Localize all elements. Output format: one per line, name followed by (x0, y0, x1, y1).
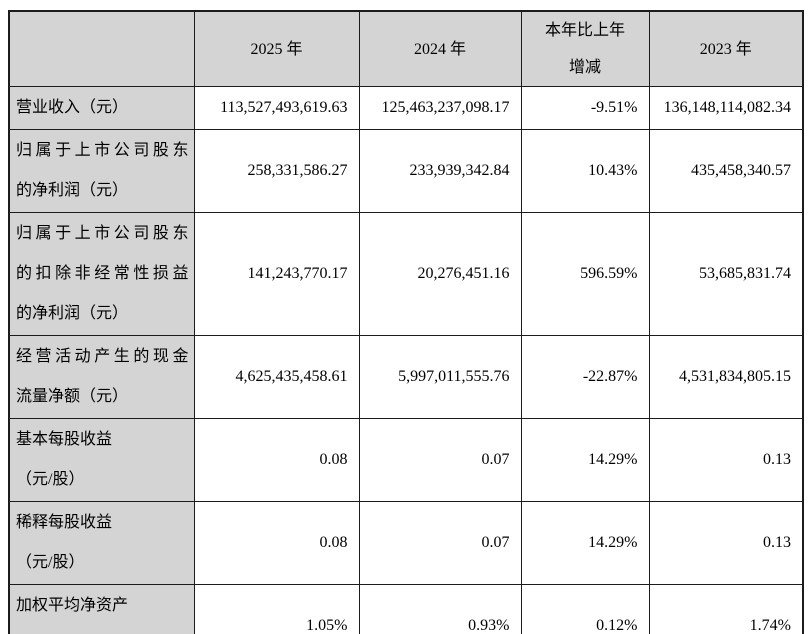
table-row: 稀释每股收益 （元/股） 0.08 0.07 14.29% 0.13 (8, 501, 804, 585)
value-cell: 5,997,011,555.76 (358, 335, 522, 419)
value-cell: 1.74% (648, 584, 804, 634)
row-label: 归属于上市公司股东 的净利润（元） (8, 129, 195, 213)
table-row: 经营活动产生的现金 流量净额（元） 4,625,435,458.61 5,997,01… (8, 335, 804, 419)
value-cell: 435,458,340.57 (648, 129, 804, 213)
value-cell: 1.05% (193, 584, 360, 634)
value-cell: 4,625,435,458.61 (193, 335, 360, 419)
value-cell: 4,531,834,805.15 (648, 335, 804, 419)
value-cell: 14.29% (520, 501, 650, 585)
row-label: 稀释每股收益 （元/股） (8, 501, 195, 585)
row-label: 营业收入（元） (8, 86, 195, 130)
value-cell: 10.43% (520, 129, 650, 213)
row-label: 经营活动产生的现金 流量净额（元） (8, 335, 195, 419)
column-header-year-2023: 2023 年 (648, 10, 804, 87)
value-cell: 596.59% (520, 212, 650, 336)
header-row: 2025 年 2024 年本年比上年 增减 2023 年 (8, 10, 804, 87)
value-cell: 14.29% (520, 418, 650, 502)
column-header-year-2025: 2025 年 (193, 10, 360, 87)
value-cell: 0.08 (193, 418, 360, 502)
table-body: 营业收入（元） 113,527,493,619.63 125,463,237,098… (8, 86, 804, 634)
table-row: 归属于上市公司股东 的扣除非经常性损益 的净利润（元） 141,243,770.17 2… (8, 212, 804, 336)
value-cell: 53,685,831.74 (648, 212, 804, 336)
corner-cell (8, 10, 195, 87)
value-cell: 0.13 (648, 418, 804, 502)
table-row: 基本每股收益 （元/股） 0.08 0.07 14.29% 0.13 (8, 418, 804, 502)
value-cell: 0.12% (520, 584, 650, 634)
table-header: 2025 年 2024 年本年比上年 增减 2023 年 (8, 10, 804, 87)
value-cell: 0.08 (193, 501, 360, 585)
row-label: 加权平均净资产收益率 (8, 584, 195, 634)
column-header-yoy-change: 本年比上年 增减 (520, 10, 650, 87)
table-row: 加权平均净资产收益率1.05%0.93%0.12%1.74% (8, 584, 804, 634)
value-cell: -9.51% (520, 86, 650, 130)
column-header-year-2024: 2024 年 (358, 10, 522, 87)
table-row: 营业收入（元） 113,527,493,619.63 125,463,237,098… (8, 86, 804, 130)
value-cell: 0.13 (648, 501, 804, 585)
value-cell: 258,331,586.27 (193, 129, 360, 213)
financial-summary-table: 2025 年 2024 年本年比上年 增减 2023 年 营业收入（元） 113,527… (8, 10, 804, 634)
table-row: 归属于上市公司股东 的净利润（元） 258,331,586.27 233,939,34… (8, 129, 804, 213)
value-cell: -22.87% (520, 335, 650, 419)
value-cell: 136,148,114,082.34 (648, 86, 804, 130)
value-cell: 125,463,237,098.17 (358, 86, 522, 130)
value-cell: 0.07 (358, 418, 522, 502)
value-cell: 0.93% (358, 584, 522, 634)
value-cell: 20,276,451.16 (358, 212, 522, 336)
row-label: 基本每股收益 （元/股） (8, 418, 195, 502)
value-cell: 0.07 (358, 501, 522, 585)
value-cell: 233,939,342.84 (358, 129, 522, 213)
value-cell: 113,527,493,619.63 (193, 86, 360, 130)
row-label: 归属于上市公司股东 的扣除非经常性损益 的净利润（元） (8, 212, 195, 336)
value-cell: 141,243,770.17 (193, 212, 360, 336)
